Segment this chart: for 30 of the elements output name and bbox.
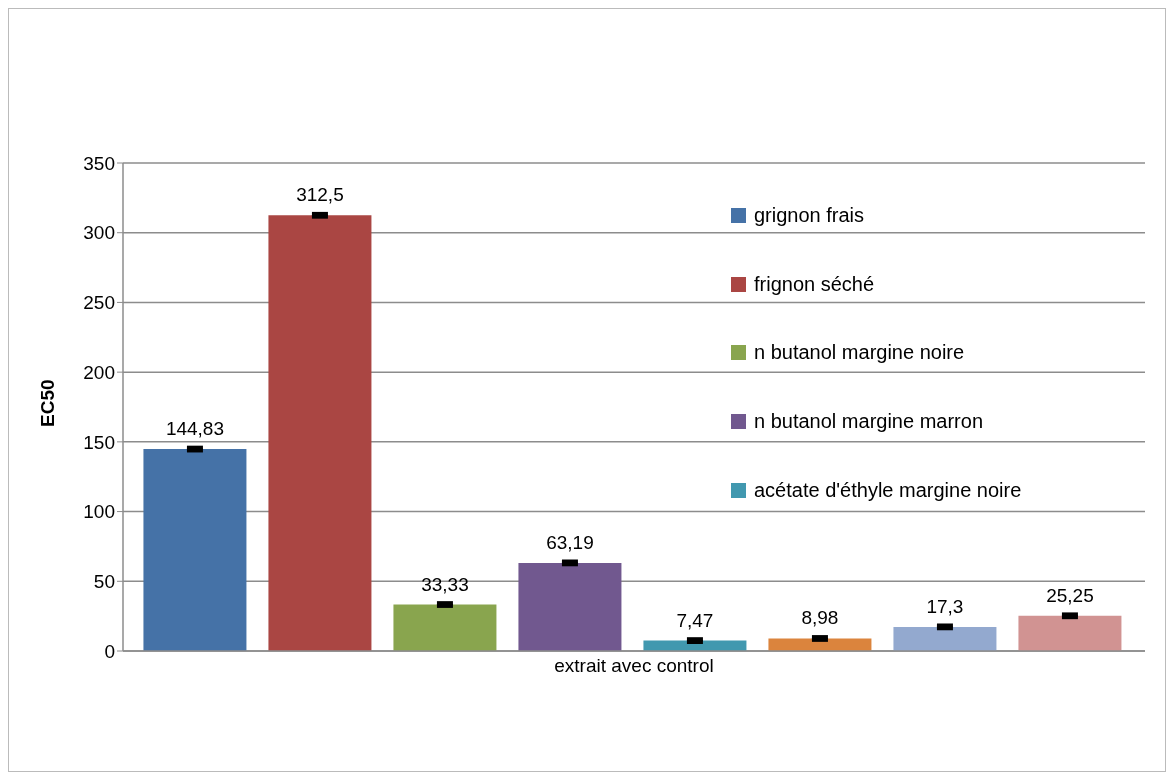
bar bbox=[518, 562, 622, 651]
data-label: 25,25 bbox=[1046, 584, 1094, 606]
bar bbox=[1018, 615, 1122, 651]
data-label: 8,98 bbox=[801, 607, 839, 629]
x-tick-label: extrait avec control bbox=[554, 655, 714, 677]
data-label: 33,33 bbox=[421, 573, 469, 595]
y-tick-label: 300 bbox=[83, 222, 115, 244]
bar bbox=[143, 449, 247, 651]
y-tick-label: 350 bbox=[83, 152, 115, 174]
y-tick-label: 150 bbox=[83, 431, 115, 453]
y-tick-label: 250 bbox=[83, 292, 115, 314]
bar bbox=[893, 626, 997, 651]
y-tick-label: 50 bbox=[93, 571, 115, 593]
bar bbox=[268, 215, 372, 651]
y-tick-label: 200 bbox=[83, 361, 115, 383]
legend-label: grignon frais bbox=[754, 203, 865, 227]
bar bbox=[393, 604, 497, 651]
legend-label: acétate d'éthyle margine noire bbox=[754, 479, 1022, 503]
legend-label: n butanol margine marron bbox=[754, 410, 984, 434]
data-label: 7,47 bbox=[676, 609, 714, 631]
y-tick-label: 100 bbox=[83, 501, 115, 523]
legend-label: frignon séché bbox=[754, 272, 875, 296]
y-axis-title: EC50 bbox=[36, 379, 58, 427]
data-label: 63,19 bbox=[546, 531, 594, 553]
data-label: 312,5 bbox=[296, 184, 344, 206]
data-label: 144,83 bbox=[165, 418, 224, 440]
y-tick-label: 0 bbox=[104, 640, 115, 662]
bar bbox=[768, 638, 872, 651]
legend-label: n butanol margine noire bbox=[754, 341, 965, 365]
data-label: 17,3 bbox=[926, 595, 964, 617]
